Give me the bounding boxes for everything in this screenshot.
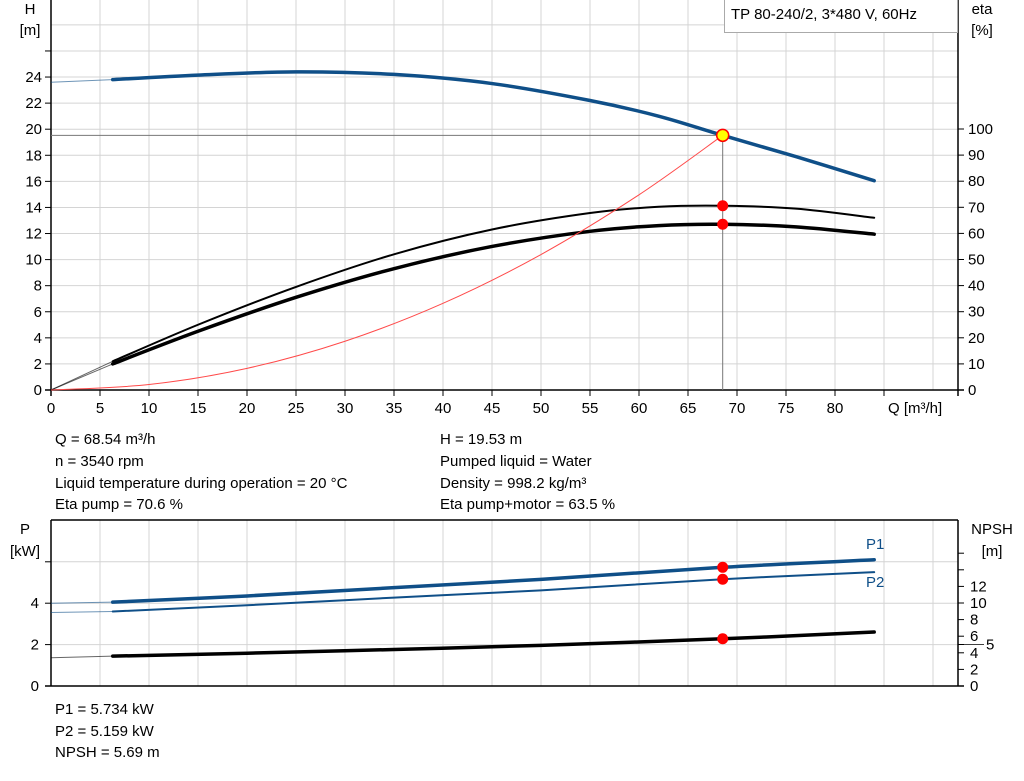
head-curve	[110, 70, 876, 183]
y2-tick-label: 5	[986, 637, 994, 654]
duty-point-eta-pump	[717, 200, 729, 212]
info-q: Q = 68.54 m³/h	[55, 431, 156, 448]
y-axis-label-unit: [kW]	[10, 543, 40, 560]
x-tick-label: 15	[190, 400, 207, 417]
y2-axis-label-unit: [m]	[982, 543, 1003, 560]
x-tick-label: 30	[337, 400, 354, 417]
info-eta-pump: Eta pump = 70.6 %	[55, 496, 183, 513]
y2-tick-label: 80	[968, 173, 985, 190]
info-eta-pump-motor: Eta pump+motor = 63.5 %	[440, 496, 616, 513]
y-tick-label: 4	[31, 595, 39, 612]
info-p1: P1 = 5.734 kW	[55, 701, 154, 718]
y-tick-label: 24	[25, 69, 42, 86]
y2-tick-label: 60	[968, 225, 985, 242]
y2-tick-label: 10	[970, 595, 987, 612]
y2-axis-label-symbol: NPSH	[971, 521, 1013, 538]
chart-title-box	[724, 0, 958, 33]
info-density: Density = 998.2 kg/m³	[440, 475, 587, 492]
x-tick-label: 10	[141, 400, 158, 417]
y-tick-label: 0	[31, 678, 39, 695]
y-tick-label: 2	[34, 356, 42, 373]
x-tick-label: 55	[582, 400, 599, 417]
x-tick-label: 40	[435, 400, 452, 417]
x-tick-label: 80	[827, 400, 844, 417]
eta-pump-motor-curve	[110, 222, 876, 366]
x-tick-label: 0	[47, 400, 55, 417]
y-tick-label: 14	[25, 199, 42, 216]
y2-tick-label: 30	[968, 304, 985, 321]
eta-pump-curve	[111, 204, 876, 363]
y2-axis-label-symbol: eta	[972, 1, 994, 18]
x-tick-label: 65	[680, 400, 697, 417]
series-label-p1: P1	[866, 536, 884, 553]
duty-point-eta-pump-motor	[717, 218, 729, 230]
info-head: H = 19.53 m	[440, 431, 523, 448]
y2-tick-label: 6	[970, 628, 978, 645]
y2-tick-label: 0	[970, 678, 978, 695]
power-NPSH-extrapolation	[50, 655, 113, 659]
system-curve-curve	[50, 134, 723, 391]
power-P2-curve	[111, 571, 876, 613]
power-P1-extrapolation	[50, 601, 113, 604]
y2-tick-label: 4	[970, 645, 978, 662]
y-tick-label: 2	[31, 637, 39, 654]
y2-tick-label: 70	[968, 199, 985, 216]
y2-tick-label: 8	[970, 612, 978, 629]
info-npsh: NPSH = 5.69 m	[55, 744, 160, 761]
chart-title: TP 80-240/2, 3*480 V, 60Hz	[731, 6, 917, 23]
x-tick-label: 50	[533, 400, 550, 417]
y-axis-label-symbol: H	[25, 1, 36, 18]
y2-tick-label: 90	[968, 147, 985, 164]
y-tick-label: 8	[34, 278, 42, 295]
y2-tick-label: 12	[970, 578, 987, 595]
x-axis-label: Q [m³/h]	[888, 400, 942, 417]
y-tick-label: 20	[25, 121, 42, 138]
y2-axis-label-unit: [%]	[971, 22, 993, 39]
y2-tick-label: 50	[968, 252, 985, 269]
y2-tick-label: 0	[968, 382, 976, 399]
y-tick-label: 12	[25, 226, 42, 243]
x-tick-label: 45	[484, 400, 501, 417]
power-NPSH-curve	[110, 630, 876, 658]
x-tick-label: 20	[239, 400, 256, 417]
duty-point-npsh	[717, 633, 729, 645]
info-pumped-liquid: Pumped liquid = Water	[440, 453, 592, 470]
x-tick-label: 75	[778, 400, 795, 417]
x-tick-label: 60	[631, 400, 648, 417]
duty-point-p2	[717, 573, 729, 585]
y-tick-label: 4	[34, 330, 42, 347]
power-P2-extrapolation	[50, 610, 113, 614]
y2-tick-label: 100	[968, 121, 993, 138]
info-p2: P2 = 5.159 kW	[55, 723, 154, 740]
info-speed: n = 3540 rpm	[55, 453, 144, 470]
y2-tick-label: 2	[970, 661, 978, 678]
x-tick-label: 35	[386, 400, 403, 417]
y-tick-label: 0	[34, 382, 42, 399]
y-tick-label: 10	[25, 252, 42, 269]
duty-point-p1	[717, 561, 729, 573]
y-tick-label: 16	[25, 173, 42, 190]
duty-point-head	[715, 128, 730, 143]
y-tick-label: 22	[25, 95, 42, 112]
x-tick-label: 25	[288, 400, 305, 417]
y-tick-label: 6	[34, 304, 42, 321]
y-axis-label-symbol: P	[20, 521, 30, 538]
y2-tick-label: 10	[968, 356, 985, 373]
power-P1-curve	[110, 557, 876, 604]
eta-pump-motor-extrapolation	[50, 363, 113, 391]
series-label-p2: P2	[866, 574, 884, 591]
x-tick-label: 5	[96, 400, 104, 417]
x-tick-label: 70	[729, 400, 746, 417]
y2-tick-label: 40	[968, 278, 985, 295]
y-tick-label: 18	[25, 147, 42, 164]
y2-tick-label: 20	[968, 330, 985, 347]
head-extrapolation	[50, 79, 113, 83]
y-axis-label-unit: [m]	[20, 22, 41, 39]
info-liquid-temperature: Liquid temperature during operation = 20…	[55, 475, 348, 492]
